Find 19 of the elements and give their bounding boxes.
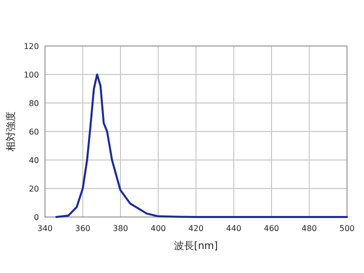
x-tick-label: 340 <box>37 224 53 233</box>
x-tick-label: 420 <box>188 224 204 233</box>
x-tick-label: 400 <box>150 224 166 233</box>
y-tick-label: 60 <box>28 128 39 136</box>
x-tick-label: 360 <box>75 224 90 233</box>
x-tick-label: 380 <box>112 224 128 233</box>
x-tick-label: 460 <box>264 224 280 233</box>
y-tick-label: 40 <box>28 156 39 165</box>
y-axis-title: 相対強度 <box>5 112 17 152</box>
y-tick-label: 20 <box>28 184 39 194</box>
y-tick-label: 80 <box>28 99 39 108</box>
x-axis-title: 波長[nm] <box>174 240 218 252</box>
line-series <box>55 74 348 218</box>
y-tick-label: 0 <box>34 213 39 222</box>
x-tick-label: 500 <box>339 224 355 233</box>
y-tick-label: 120 <box>24 42 39 51</box>
y-tick-label: 100 <box>24 70 39 80</box>
x-tick-label: 480 <box>302 224 317 233</box>
x-tick-label: 440 <box>226 224 242 233</box>
